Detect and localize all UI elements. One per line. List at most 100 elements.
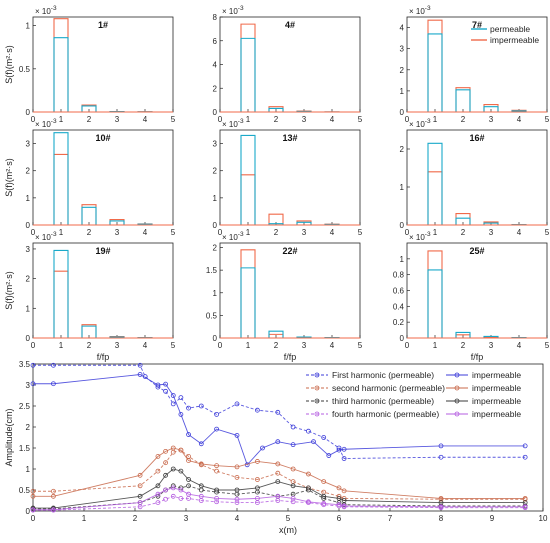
exponent-power: -3 — [238, 231, 244, 238]
x-tick-label: 5 — [545, 341, 550, 350]
series-2-impermeable — [30, 372, 528, 468]
y-tick-label: 2 — [213, 167, 218, 176]
data-point — [321, 479, 327, 485]
data-point — [198, 441, 204, 447]
data-point — [290, 466, 296, 472]
x-tick-label: 1 — [433, 115, 438, 124]
exponent-power: -3 — [425, 118, 431, 125]
data-point — [290, 495, 296, 501]
x-tick-label: 4 — [235, 514, 240, 523]
data-point — [163, 460, 169, 466]
data-point — [163, 487, 169, 493]
y-tick-label: 0 — [26, 507, 31, 516]
data-point — [163, 381, 169, 387]
permeable-bar — [427, 142, 443, 225]
legend-marker — [454, 411, 460, 417]
spectrum-panel-8: 00.511.520 1 2 3 4 5× 10-322# — [206, 231, 363, 350]
x-tick-label: 3 — [302, 115, 307, 124]
exponent-power: -3 — [425, 5, 431, 12]
data-point — [214, 495, 220, 501]
data-point — [51, 362, 56, 368]
x-tick-label: 0 — [31, 228, 36, 237]
permeable-bar — [268, 223, 284, 225]
data-point — [290, 483, 296, 489]
permeable-bar — [53, 132, 69, 225]
data-point — [290, 442, 296, 448]
x-tick-label: 2 — [461, 341, 466, 350]
panel-title: 10# — [95, 133, 110, 143]
permeable-bar — [240, 37, 256, 112]
data-point — [336, 495, 342, 501]
data-point — [163, 496, 169, 502]
data-point — [275, 439, 281, 445]
y-tick-label: 2 — [26, 167, 31, 176]
exponent-power: -3 — [425, 231, 431, 238]
x-tick-label: 0 — [31, 514, 36, 523]
x-tick-label: 3 — [115, 115, 120, 124]
data-point — [326, 453, 332, 458]
x-tick-label: 1 — [433, 228, 438, 237]
panel-title: 16# — [469, 133, 484, 143]
x-tick-label: 4 — [143, 341, 148, 350]
data-point — [254, 485, 260, 491]
permeable-bar — [455, 331, 471, 338]
panel-frame — [219, 129, 361, 226]
data-point — [178, 495, 184, 501]
data-point — [30, 362, 36, 368]
data-point — [311, 439, 316, 445]
exponent-label: × 10-3 — [409, 118, 431, 129]
panel-frame — [32, 16, 174, 113]
y-tick-label: 1.5 — [206, 266, 218, 275]
panel-title: 1# — [98, 20, 108, 30]
y-tick-label: 2 — [26, 275, 31, 284]
x-tick-label: 5 — [286, 514, 291, 523]
exponent-base: × 10 — [409, 7, 425, 16]
permeable-bar — [511, 110, 527, 112]
data-point — [214, 426, 220, 432]
y-tick-label: 0 — [400, 334, 405, 343]
legend-label: impermeable — [472, 383, 521, 393]
exponent-power: -3 — [51, 231, 57, 238]
y-tick-label: 0 — [26, 108, 31, 117]
y-tick-label: 1 — [26, 194, 31, 203]
legend-marker — [314, 372, 320, 378]
y-tick-label: 1 — [400, 183, 405, 192]
x-tick-label: 5 — [358, 115, 363, 124]
permeable-bar — [483, 222, 499, 225]
data-point — [214, 411, 220, 417]
data-point — [137, 493, 143, 499]
permeable-bar — [53, 37, 69, 112]
amplitude-legend: First harmonic (permeable) impermeable sec… — [306, 370, 521, 419]
y-tick-label: 3.5 — [19, 360, 31, 369]
data-point — [178, 395, 184, 401]
data-point — [234, 496, 240, 502]
permeable-bar — [427, 269, 443, 338]
exponent-power: -3 — [238, 118, 244, 125]
permeable-bar — [268, 107, 284, 112]
permeable-bar — [268, 330, 284, 338]
exponent-power: -3 — [51, 5, 57, 12]
x-tick-label: 1 — [246, 341, 251, 350]
y-tick-label: 1 — [400, 255, 405, 264]
x-tick-label: 2 — [274, 228, 279, 237]
permeable-bar — [53, 249, 69, 338]
data-point — [155, 468, 161, 474]
data-point — [275, 493, 281, 499]
x-tick-label: 3 — [115, 228, 120, 237]
x-tick-label: 5 — [545, 115, 550, 124]
x-tick-label: 4 — [143, 228, 148, 237]
x-tick-label: 2 — [274, 341, 279, 350]
data-point — [170, 401, 176, 407]
exponent-power: -3 — [51, 118, 57, 125]
y-tick-label: 0.5 — [19, 65, 31, 74]
x-tick-label: 5 — [171, 115, 176, 124]
data-point — [137, 362, 143, 368]
data-point — [234, 432, 240, 438]
permeable-bar — [240, 267, 256, 338]
y-tick-label: 3 — [213, 140, 218, 149]
exponent-label: × 10-3 — [409, 5, 431, 16]
data-point — [170, 466, 176, 472]
data-point — [275, 479, 281, 485]
y-tick-label: 3 — [26, 140, 31, 149]
